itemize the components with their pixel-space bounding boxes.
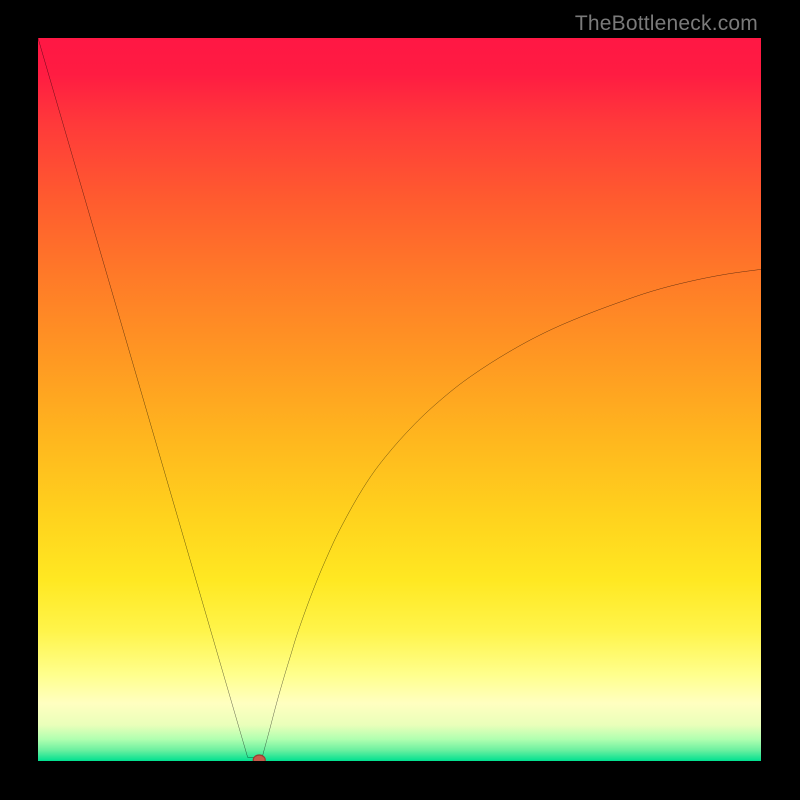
performance-curve xyxy=(38,38,761,757)
curve-layer xyxy=(38,38,761,761)
optimum-marker-icon xyxy=(253,755,265,761)
plot-area xyxy=(38,38,761,761)
watermark-text: TheBottleneck.com xyxy=(575,12,758,36)
chart-container: TheBottleneck.com xyxy=(0,0,800,800)
